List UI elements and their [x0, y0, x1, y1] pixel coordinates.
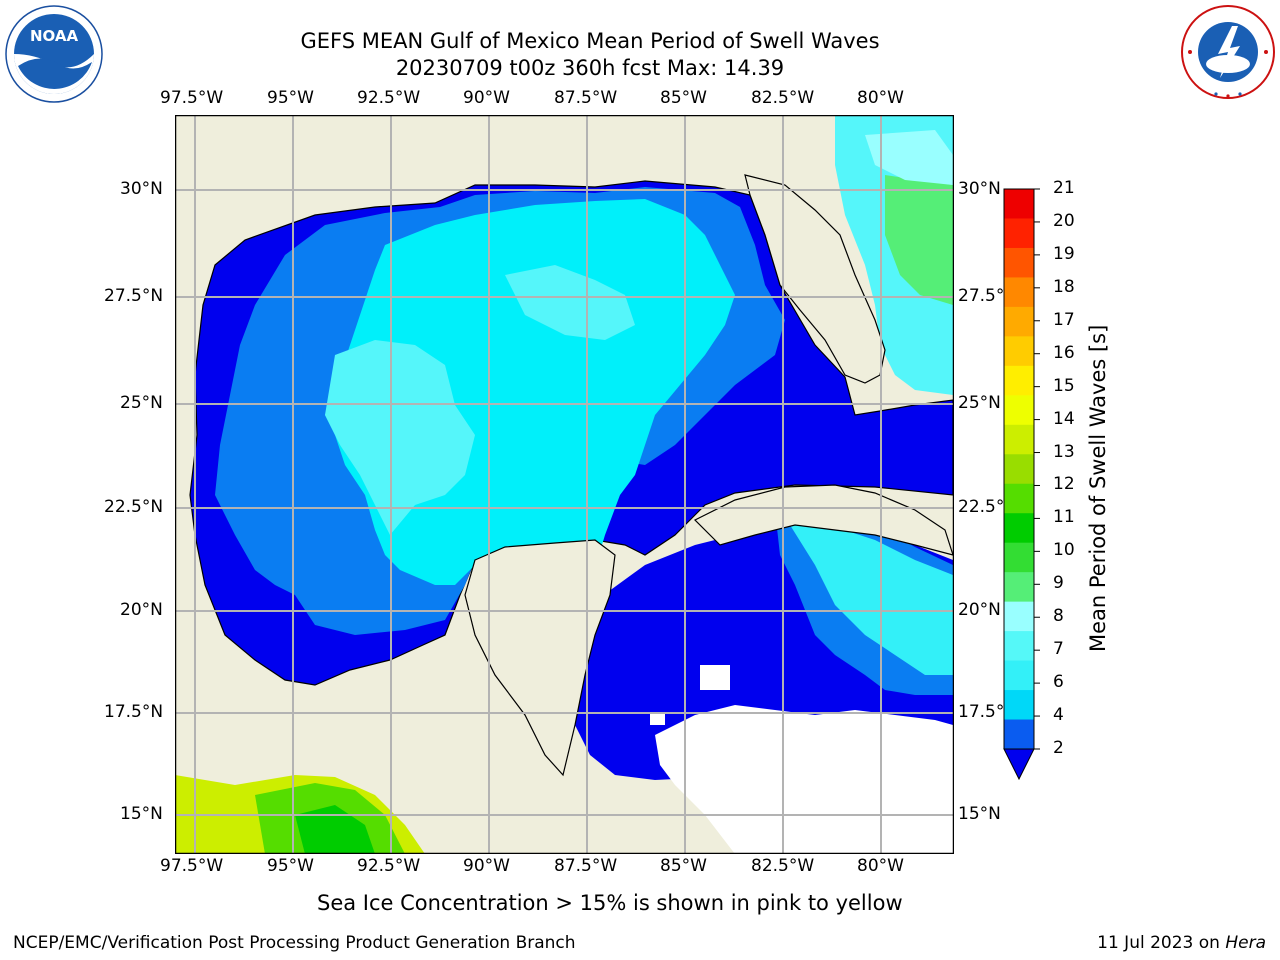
colorbar-tick-label: 10 — [1053, 540, 1075, 561]
colorbar-tick-label: 8 — [1053, 606, 1064, 627]
gulf-water-lightcyan — [325, 340, 475, 535]
colorbar-tick-label: 13 — [1053, 441, 1075, 462]
colorbar-tick-label: 12 — [1053, 474, 1075, 495]
colorbar-segment — [1004, 395, 1034, 426]
colorbar-tick-label: 18 — [1053, 276, 1075, 297]
lon-label-bottom: 90°W — [463, 856, 510, 876]
caribbean-no-data — [655, 705, 953, 854]
lon-label-bottom: 85°W — [660, 856, 707, 876]
lat-label-right: 27.5°N — [958, 286, 1018, 306]
colorbar-segment — [1004, 306, 1034, 337]
lat-label-left: 15°N — [120, 804, 163, 824]
colorbar-segment — [1004, 631, 1034, 662]
lon-label-bottom: 82.5°W — [751, 856, 815, 876]
colorbar-segment — [1004, 189, 1034, 219]
lat-label-right: 20°N — [958, 600, 1001, 620]
lon-label-top: 95°W — [267, 88, 314, 108]
lon-label-bottom: 87.5°W — [554, 856, 618, 876]
lat-label-right: 30°N — [958, 179, 1001, 199]
map-panel — [175, 115, 954, 854]
yucatan-land — [464, 539, 616, 777]
lat-label-right: 17.5°N — [958, 702, 1018, 722]
colorbar-tick-label: 2 — [1053, 738, 1064, 758]
colorbar-segment — [1004, 454, 1034, 485]
colorbar-segment — [1004, 483, 1034, 514]
lon-label-bottom: 95°W — [267, 856, 314, 876]
florida-land — [744, 174, 886, 384]
footer-date: 11 Jul 2023 on Hera — [1097, 933, 1266, 953]
colorbar-tick-label: 6 — [1053, 672, 1064, 693]
lat-label-left: 27.5°N — [104, 286, 164, 306]
pacific-field-darkgreen — [295, 805, 375, 854]
lon-label-top: 85°W — [660, 88, 707, 108]
atlantic-water-green — [885, 175, 953, 305]
lat-label-left: 20°N — [120, 600, 163, 620]
footer-date-text: 11 Jul 2023 on — [1097, 933, 1226, 953]
lat-label-left: 30°N — [120, 179, 163, 199]
noaa-text: NOAA — [30, 27, 79, 45]
colorbar-tick-label: 21 — [1053, 178, 1075, 198]
colorbar-segment — [1004, 660, 1034, 691]
atlantic-water-mint — [865, 130, 953, 185]
lat-label-left: 17.5°N — [104, 702, 164, 722]
colorbar-tick-label: 4 — [1053, 705, 1064, 726]
colorbar-segment — [1004, 513, 1034, 544]
colorbar-segment — [1004, 365, 1034, 396]
lon-label-top: 90°W — [463, 88, 510, 108]
gulf-water-lightcyan-2 — [505, 265, 635, 340]
colorbar-tick-label: 7 — [1053, 639, 1064, 660]
colorbar-tick-label: 16 — [1053, 342, 1075, 363]
colorbar-segment — [1004, 719, 1034, 750]
gulf-water-cyan — [325, 199, 735, 615]
colorbar-outline — [1003, 188, 1035, 750]
sea-ice-caption: Sea Ice Concentration > 15% is shown in … — [317, 891, 903, 915]
map-frame — [175, 115, 954, 854]
lat-label-left: 25°N — [120, 393, 163, 413]
colorbar-segment — [1004, 572, 1034, 603]
footer-branch: NCEP/EMC/Verification Post Processing Pr… — [13, 933, 576, 953]
lon-label-bottom: 97.5°W — [160, 856, 224, 876]
lat-label-left: 22.5°N — [104, 497, 164, 517]
colorbar-tick-label: 9 — [1053, 573, 1064, 594]
lon-label-top: 87.5°W — [554, 88, 618, 108]
colorbar-segment — [1004, 218, 1034, 249]
lon-label-top: 92.5°W — [357, 88, 421, 108]
nws-logo — [1181, 5, 1275, 99]
caribbean-water-cyan — [790, 525, 953, 675]
lon-label-bottom: 80°W — [857, 856, 904, 876]
colorbar-tick-label: 11 — [1053, 507, 1075, 528]
lon-label-top: 80°W — [857, 88, 904, 108]
colorbar-title: Mean Period of Swell Waves [s] — [1086, 324, 1110, 652]
colorbar-tick-label: 20 — [1053, 210, 1075, 231]
colorbar-segment — [1004, 424, 1034, 455]
colorbar-tick-label: 19 — [1053, 243, 1075, 264]
lat-label-right: 22.5°N — [958, 497, 1018, 517]
lat-label-right: 15°N — [958, 804, 1001, 824]
lon-label-top: 97.5°W — [160, 88, 224, 108]
colorbar-tick-label: 17 — [1053, 309, 1075, 330]
lon-label-top: 82.5°W — [751, 88, 815, 108]
chart-title-line2: 20230709 t00z 360h fcst Max: 14.39 — [395, 56, 785, 80]
colorbar-extend-arrow — [1003, 748, 1035, 781]
colorbar-tick-label: 14 — [1053, 408, 1075, 429]
colorbar-segment — [1004, 690, 1034, 721]
colorbar-segment — [1004, 336, 1034, 367]
colorbar-segment — [1004, 601, 1034, 632]
colorbar — [1003, 188, 1040, 781]
noaa-logo: NOAA — [5, 5, 103, 103]
colorbar-segment — [1004, 247, 1034, 278]
colorbar-segment — [1004, 542, 1034, 573]
map-gridlines — [175, 115, 954, 854]
colorbar-tick-label: 15 — [1053, 375, 1075, 396]
colorbar-segment — [1004, 277, 1034, 308]
footer-host: Hera — [1225, 933, 1266, 953]
chart-title-line1: GEFS MEAN Gulf of Mexico Mean Period of … — [300, 29, 880, 53]
lat-label-right: 25°N — [958, 393, 1001, 413]
lon-label-bottom: 92.5°W — [357, 856, 421, 876]
